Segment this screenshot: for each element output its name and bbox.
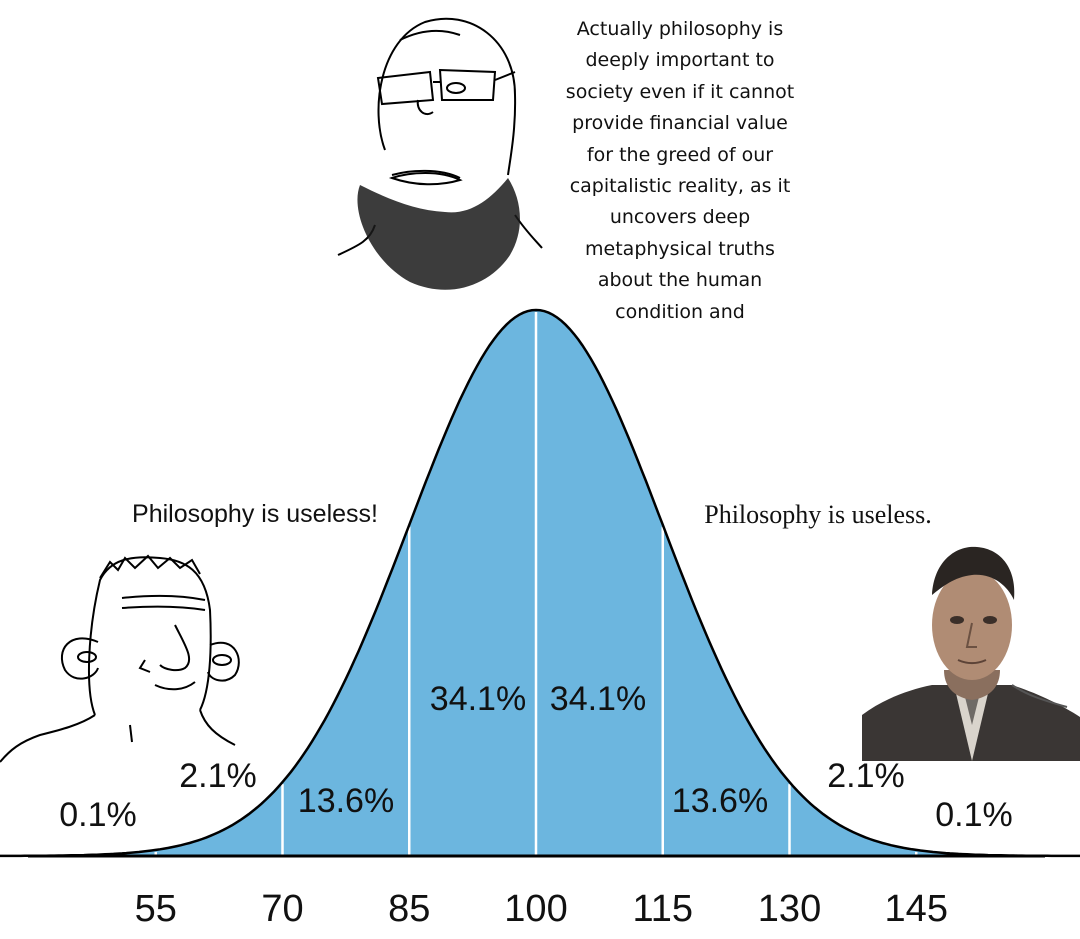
segment-label: 34.1% — [430, 680, 526, 718]
top-caption-line: uncovers deep — [609, 206, 751, 229]
curve-outline — [0, 308, 1080, 858]
x-tick-label: 85 — [388, 888, 430, 930]
top-caption-line: condition and — [615, 300, 745, 323]
top-caption-line: provide financial value — [572, 112, 788, 135]
bearded-wojak-figure — [337, 17, 543, 290]
left-caption: Philosophy is useless! — [132, 500, 378, 528]
x-tick-label: 130 — [758, 888, 821, 930]
segment-label: 0.1% — [59, 796, 137, 834]
top-caption-line: Actually philosophy is — [576, 18, 784, 40]
top-caption-line: society even if it cannot — [565, 80, 795, 103]
top-caption-line: metaphysical truths — [585, 237, 775, 260]
segment-label: 2.1% — [827, 757, 905, 795]
segment-labels: 0.1% 2.1% 13.6% 34.1% 34.1% 13.6% 2.1% 0.1% — [59, 680, 1013, 834]
segment-label: 2.1% — [179, 757, 257, 795]
top-caption-line: about the human — [597, 269, 763, 292]
x-axis-ticks: 55 70 85 100 115 130 145 — [135, 888, 948, 930]
curve-layer — [0, 308, 1080, 858]
segment-label: 34.1% — [550, 680, 646, 718]
x-tick-label: 100 — [504, 888, 567, 930]
right-caption: Philosophy is useless. — [704, 500, 932, 529]
segment-label: 13.6% — [672, 782, 768, 820]
top-caption-line: capitalistic reality, as it — [569, 175, 791, 198]
segment-label: 0.1% — [935, 796, 1013, 834]
x-tick-label: 145 — [885, 888, 948, 930]
top-caption-line: for the greed of our — [586, 143, 774, 166]
top-caption-line: deeply important to — [585, 49, 775, 72]
top-caption: Actually philosophy is deeply important … — [545, 14, 815, 328]
x-tick-label: 115 — [632, 888, 693, 930]
segment-label: 13.6% — [298, 782, 394, 820]
man-portrait-photo — [862, 535, 1080, 761]
x-tick-label: 70 — [261, 888, 303, 930]
x-tick-label: 55 — [135, 888, 177, 930]
smiling-face-figure — [0, 554, 240, 763]
